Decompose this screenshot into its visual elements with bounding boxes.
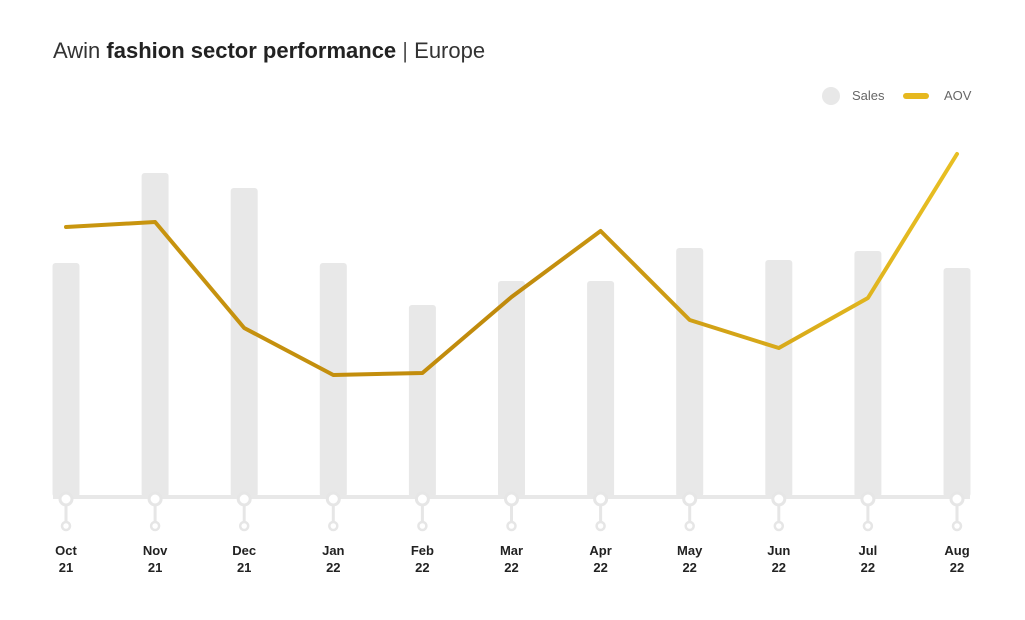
sales-bar [319, 263, 347, 497]
x-tick-year: 22 [772, 560, 786, 575]
sales-bar [141, 173, 169, 497]
x-tick-month: Feb [411, 543, 434, 558]
sales-bar [943, 268, 971, 497]
tick-marker [236, 491, 252, 507]
tick-marker [593, 491, 609, 507]
x-tick-year: 22 [950, 560, 964, 575]
aov-line [64, 152, 959, 377]
sales-bar [498, 281, 525, 497]
tick-marker [860, 491, 876, 507]
tick-end-marker [773, 520, 785, 532]
tick-marker [682, 491, 698, 507]
tick-end-marker [862, 520, 874, 532]
tick-end-marker [328, 520, 339, 532]
x-tick-month: May [677, 543, 703, 558]
legend-sales-swatch [822, 87, 840, 105]
tick-marker [771, 491, 787, 507]
x-tick-month: Jan [322, 543, 344, 558]
tick-marker [504, 491, 519, 507]
x-tick-month: Nov [143, 543, 168, 558]
x-tick-month: Jul [859, 543, 878, 558]
tick-end-marker [951, 520, 963, 532]
title-suffix: Europe [414, 38, 486, 63]
x-tick-year: 21 [59, 560, 73, 575]
x-tick-year: 22 [682, 560, 696, 575]
x-tick-month: Aug [944, 543, 969, 558]
tick-end-marker [60, 520, 72, 532]
tick-marker [147, 491, 163, 507]
chart-title: Awin fashion sector performance | Europe [53, 38, 485, 64]
sales-bar [765, 260, 793, 497]
title-bold: fashion sector performance [106, 38, 397, 63]
sales-bar [854, 251, 882, 497]
x-tick-month: Jun [767, 543, 790, 558]
x-tick-year: 22 [415, 560, 429, 575]
tick-marker [58, 491, 74, 507]
x-tick-year: 22 [861, 560, 875, 575]
sales-bar [230, 188, 258, 497]
legend-aov-label: AOV [944, 88, 972, 103]
x-tick-year: 22 [504, 560, 518, 575]
legend-sales-label: Sales [852, 88, 885, 103]
title-separator: | [402, 38, 409, 63]
tick-end-marker [417, 520, 428, 532]
x-tick-year: 21 [237, 560, 251, 575]
tick-marker [325, 491, 341, 507]
tick-end-marker [506, 520, 517, 532]
x-tick-month: Dec [232, 543, 256, 558]
title-prefix: Awin [53, 38, 101, 63]
tick-end-marker [595, 520, 606, 532]
legend: Sales AOV [822, 87, 972, 105]
sales-bar [587, 281, 615, 497]
x-tick-year: 21 [148, 560, 162, 575]
x-tick-year: 22 [326, 560, 340, 575]
sales-bar [52, 263, 80, 497]
tick-end-marker [238, 520, 250, 532]
tick-end-marker [149, 520, 161, 532]
x-tick-month: Apr [589, 543, 611, 558]
tick-end-marker [684, 520, 695, 532]
sales-bar [408, 305, 436, 497]
tick-marker [949, 491, 965, 507]
x-tick-month: Oct [55, 543, 77, 558]
x-tick-year: 22 [593, 560, 607, 575]
tick-marker [414, 491, 430, 507]
x-tick-month: Mar [500, 543, 523, 558]
sales-bar [676, 248, 704, 497]
